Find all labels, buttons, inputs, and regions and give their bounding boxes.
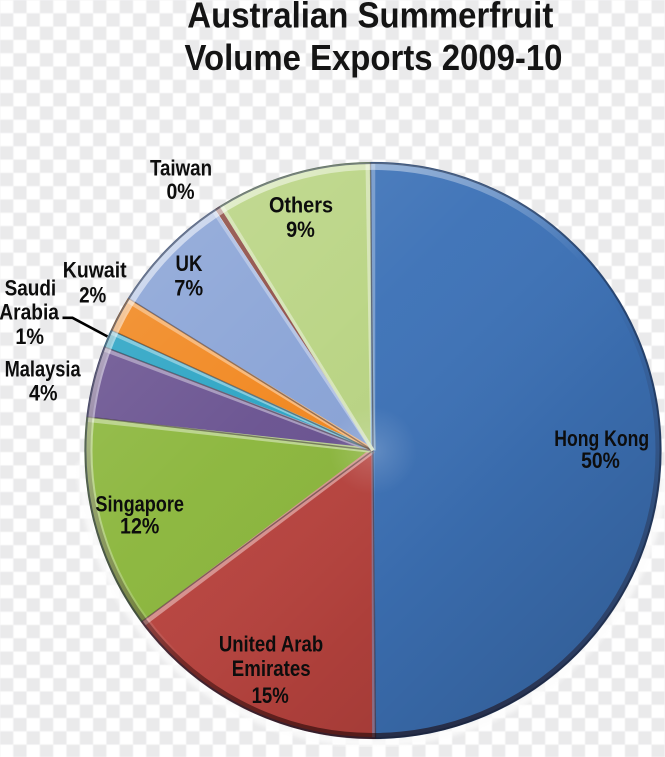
svg-text:9%: 9% <box>286 217 315 242</box>
svg-text:Singapore: Singapore <box>95 492 184 517</box>
svg-text:Hong Kong: Hong Kong <box>554 426 649 451</box>
svg-text:Australian Summerfruit: Australian Summerfruit <box>187 0 553 36</box>
svg-text:Arabia: Arabia <box>0 300 59 325</box>
svg-text:UK: UK <box>176 251 204 276</box>
svg-text:Saudi: Saudi <box>5 275 57 300</box>
svg-text:12%: 12% <box>120 514 159 539</box>
svg-text:50%: 50% <box>581 448 620 473</box>
svg-text:0%: 0% <box>166 179 194 204</box>
svg-text:Others: Others <box>269 192 333 217</box>
svg-text:Emirates: Emirates <box>232 656 311 681</box>
svg-text:Malaysia: Malaysia <box>5 357 81 382</box>
svg-text:Taiwan: Taiwan <box>150 155 212 180</box>
svg-text:7%: 7% <box>174 275 203 300</box>
svg-text:Kuwait: Kuwait <box>63 258 127 283</box>
svg-text:1%: 1% <box>15 324 44 349</box>
svg-text:4%: 4% <box>29 381 58 406</box>
svg-text:Volume Exports 2009-10: Volume Exports 2009-10 <box>185 38 563 78</box>
svg-text:United Arab: United Arab <box>219 632 323 657</box>
svg-text:15%: 15% <box>252 683 289 708</box>
svg-text:2%: 2% <box>79 282 106 307</box>
